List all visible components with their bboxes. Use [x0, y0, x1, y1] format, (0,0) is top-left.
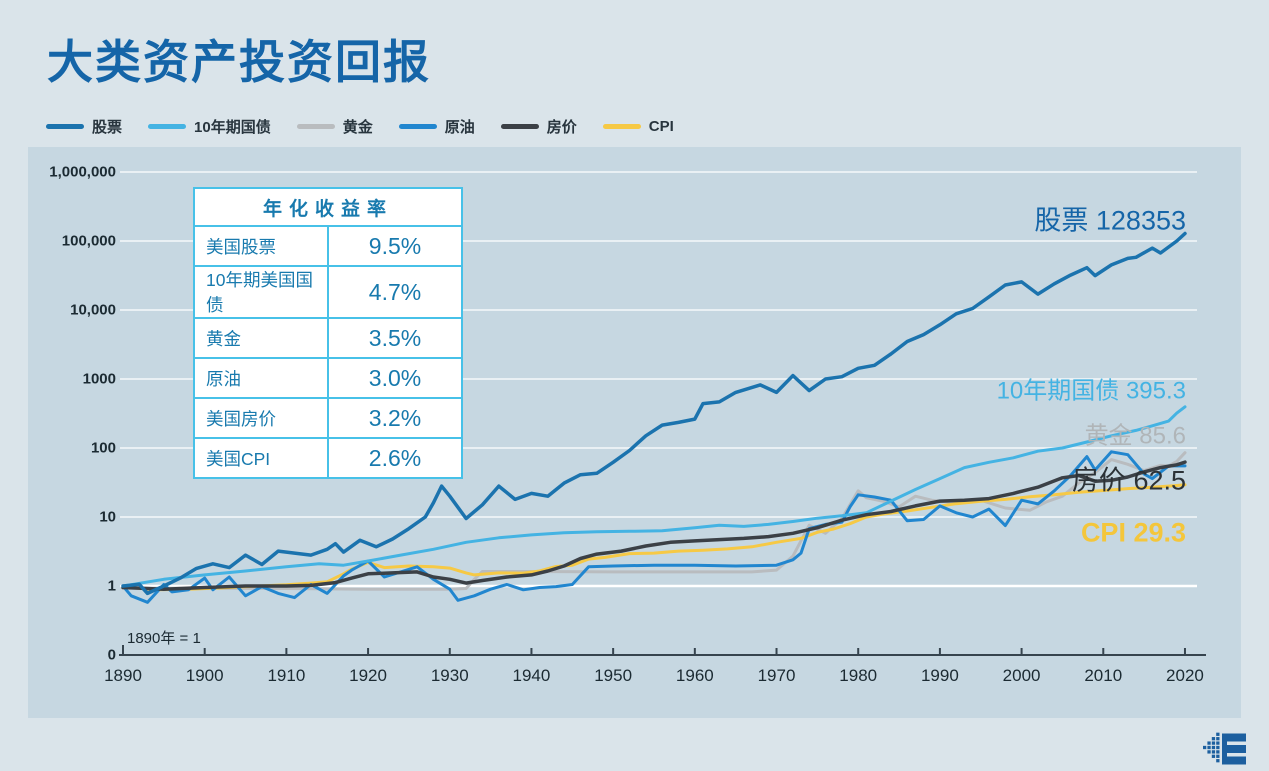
end-label-cpi: CPI 29.3 — [1080, 517, 1186, 548]
x-tick-label-2000: 2000 — [1002, 666, 1041, 685]
table-row: 原油 3.0% — [193, 357, 463, 399]
end-label-gold: 黄金 85.6 — [1084, 422, 1186, 450]
y-tick-label-10,000: 10,000 — [70, 301, 116, 319]
legend-item-gold: 黄金 — [296, 116, 373, 137]
x-tick-label-1920: 1920 — [349, 666, 387, 685]
y-tick-label-1000: 1000 — [82, 370, 116, 388]
legend-label-oil: 原油 — [444, 119, 475, 136]
table-return-value: 3.2% — [327, 397, 463, 439]
x-tick-label-1990: 1990 — [920, 666, 959, 685]
x-tick-label-2010: 2010 — [1084, 666, 1123, 685]
legend-label-cpi: CPI — [648, 118, 674, 135]
y-tick-label-10: 10 — [99, 508, 116, 526]
table-row: 美国CPI 2.6% — [193, 437, 463, 479]
legend-swatch-stocks-icon — [46, 124, 84, 129]
x-tick-label-1960: 1960 — [675, 666, 714, 685]
y-tick-label-100,000: 100,000 — [61, 232, 116, 250]
legend-swatch-house-icon — [500, 124, 539, 129]
x-tick-label-1940: 1940 — [512, 666, 551, 685]
legend-item-oil: 原油 — [398, 116, 475, 137]
table-row: 10年期美国国债 4.7% — [193, 265, 463, 319]
legend-label-gold: 黄金 — [342, 119, 373, 136]
table-header: 年化收益率 — [193, 187, 463, 227]
table-row: 黄金 3.5% — [193, 317, 463, 359]
legend-item-house: 房价 — [500, 116, 577, 137]
x-tick-label-2020: 2020 — [1166, 666, 1204, 685]
legend-item-bonds: 10年期国债 — [148, 116, 271, 137]
table-asset-label: 美国股票 — [193, 225, 329, 267]
y-tick-label-100: 100 — [90, 439, 116, 457]
table-asset-label: 黄金 — [193, 317, 329, 359]
x-tick-label-1910: 1910 — [267, 666, 306, 685]
legend-swatch-bonds-icon — [148, 124, 187, 129]
table-asset-label: 美国房价 — [193, 397, 329, 439]
legend-item-cpi: CPI — [602, 118, 674, 135]
legend-swatch-gold-icon — [296, 124, 335, 129]
legend-label-stocks: 股票 — [92, 119, 123, 136]
legend-label-bonds: 10年期国债 — [194, 119, 271, 136]
end-label-house: 房价 62.5 — [1071, 465, 1186, 496]
table-asset-label: 10年期美国国债 — [193, 265, 329, 319]
x-tick-label-1970: 1970 — [757, 666, 796, 685]
table-asset-label: 美国CPI — [193, 437, 329, 479]
legend-label-house: 房价 — [546, 119, 577, 136]
y-zero-label: 0 — [107, 646, 116, 664]
table-return-value: 3.5% — [327, 317, 463, 359]
x-tick-label-1980: 1980 — [839, 666, 878, 685]
table-asset-label: 原油 — [193, 357, 329, 399]
legend-swatch-oil-icon — [398, 124, 437, 129]
annualized-returns-table: 年化收益率 美国股票 9.5% 10年期美国国债 4.7% 黄金 3.5% 原油 3.0% 美国… — [193, 187, 463, 479]
table-row: 美国股票 9.5% — [193, 225, 463, 267]
x-tick-label-1930: 1930 — [430, 666, 469, 685]
y-tick-label-1,000,000: 1,000,000 — [49, 163, 116, 181]
table-return-value: 3.0% — [327, 357, 463, 399]
x-tick-label-1900: 1900 — [185, 666, 224, 685]
end-label-stocks: 股票 128353 — [1034, 205, 1186, 236]
legend: 股票 10年期国债 黄金 原油 房价 CPI — [46, 116, 674, 137]
table-return-value: 9.5% — [327, 225, 463, 267]
x-tick-label-1950: 1950 — [594, 666, 633, 685]
legend-swatch-cpi-icon — [602, 124, 641, 129]
table-return-value: 2.6% — [327, 437, 463, 479]
table-return-value: 4.7% — [327, 265, 463, 319]
end-label-bonds: 10年期国债 395.3 — [996, 377, 1186, 405]
x-tick-label-1890: 1890 — [104, 666, 142, 685]
y-tick-label-1: 1 — [107, 577, 116, 595]
baseline-note: 1890年 = 1 — [127, 630, 201, 647]
pixel-e-logo — [1203, 732, 1246, 765]
page-title: 大类资产投资回报 — [47, 36, 431, 88]
legend-item-stocks: 股票 — [46, 116, 122, 137]
table-row: 美国房价 3.2% — [193, 397, 463, 439]
